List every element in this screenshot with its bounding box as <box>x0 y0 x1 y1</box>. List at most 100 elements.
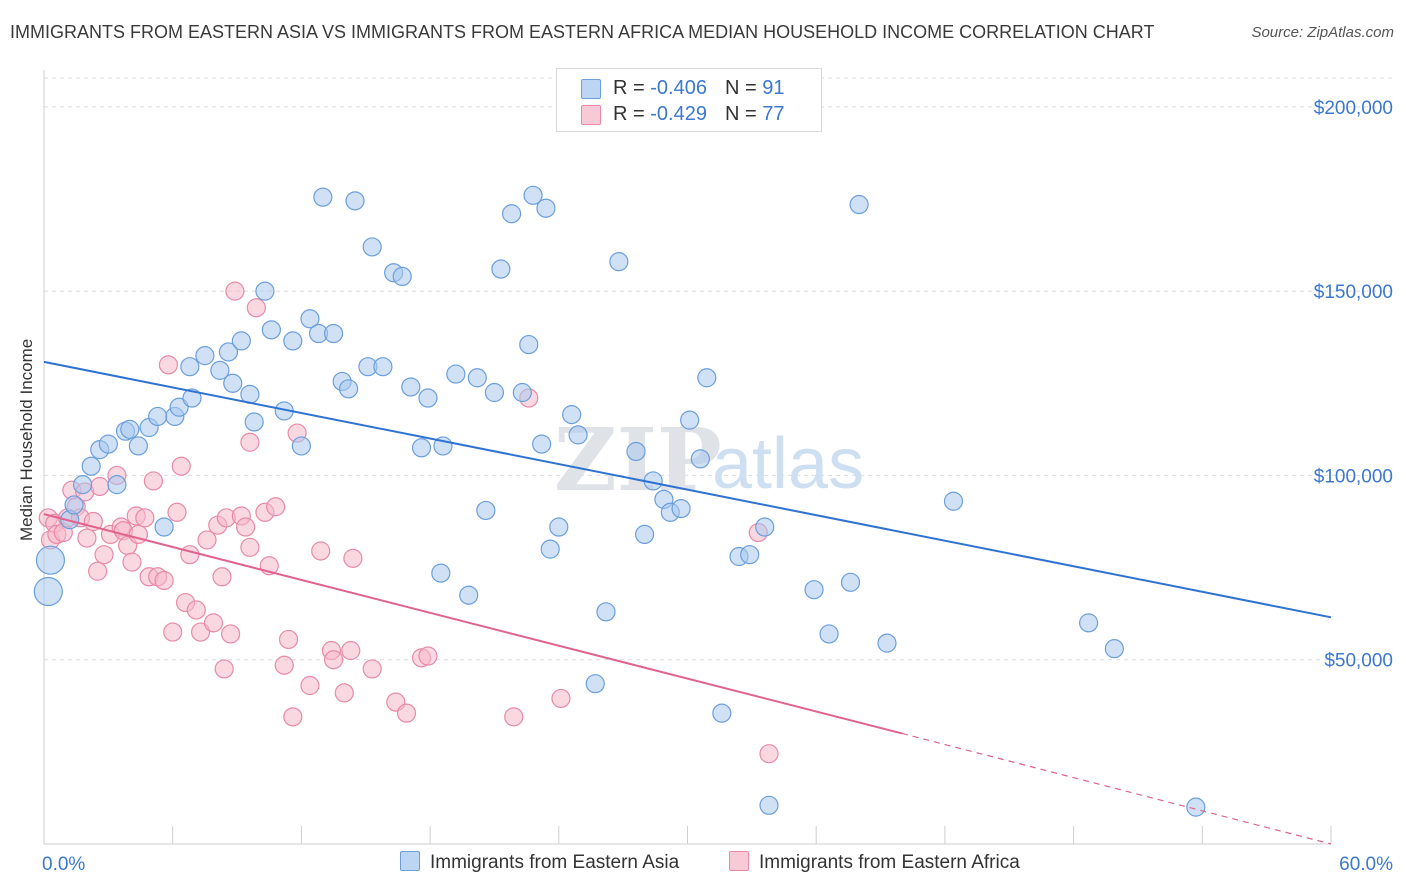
data-point <box>291 436 311 456</box>
data-point <box>240 537 260 557</box>
data-point <box>467 368 487 388</box>
data-point <box>33 576 63 607</box>
data-point <box>167 502 187 522</box>
data-point <box>261 320 281 340</box>
legend-n-label: N = <box>724 103 763 125</box>
data-point <box>690 449 710 469</box>
data-point <box>274 655 294 675</box>
data-point <box>158 355 179 375</box>
legend-r-label: R = <box>613 103 651 125</box>
data-point <box>283 331 303 351</box>
data-point <box>81 456 101 476</box>
data-point <box>154 517 174 537</box>
data-point <box>122 552 142 572</box>
data-point <box>840 572 861 592</box>
series-eastern-asia <box>33 185 1206 817</box>
bottom-legend-label-asia: Immigrants from Eastern Asia <box>430 852 680 873</box>
data-point <box>532 434 552 454</box>
data-point <box>88 561 108 581</box>
data-point <box>431 563 451 583</box>
bottom-legend-label-africa: Immigrants from Eastern Africa <box>759 852 1020 873</box>
trend-line-africa-extension <box>901 732 1332 845</box>
axes <box>43 70 1332 845</box>
legend-swatch-africa <box>581 105 601 125</box>
data-point <box>90 476 110 497</box>
x-tick-label-max: 60.0% <box>1339 854 1393 875</box>
data-point <box>313 187 333 207</box>
legend-row-asia: R = -0.406 N = 91 <box>557 75 821 101</box>
data-point <box>195 346 215 366</box>
data-point <box>283 707 303 727</box>
data-point <box>128 436 148 456</box>
trend-lines <box>43 360 1332 845</box>
data-point <box>671 499 691 519</box>
data-point <box>362 237 382 257</box>
legend-r-value: -0.429 <box>650 103 707 125</box>
data-point <box>300 675 320 696</box>
data-point <box>585 674 605 694</box>
legend-r-value: -0.406 <box>650 77 707 99</box>
legend-r-label: R = <box>613 77 651 99</box>
data-point <box>98 434 118 454</box>
data-point <box>536 198 556 218</box>
data-point <box>411 438 432 458</box>
data-point <box>804 580 824 600</box>
data-point <box>300 309 320 329</box>
data-point <box>362 659 382 679</box>
data-point <box>345 191 365 211</box>
data-point <box>171 456 191 476</box>
data-point <box>148 406 168 427</box>
data-point <box>143 471 163 491</box>
data-point <box>323 650 344 670</box>
data-point <box>180 357 200 377</box>
data-point <box>759 744 779 764</box>
data-point <box>334 683 354 703</box>
data-point <box>154 570 174 591</box>
data-point <box>135 508 155 528</box>
legend-n-value: 91 <box>762 77 785 99</box>
data-point <box>190 622 211 642</box>
data-point <box>221 624 241 644</box>
gridlines <box>44 77 1393 661</box>
data-point <box>759 795 779 815</box>
data-point <box>609 252 629 272</box>
data-point <box>214 659 234 679</box>
bottom-legend-africa: Immigrants from Eastern Africa <box>729 851 1020 877</box>
data-point <box>1079 613 1099 633</box>
data-point <box>740 545 760 565</box>
data-point <box>255 281 275 301</box>
y-tick-label: $150,000 <box>1314 282 1393 303</box>
y-axis-title: Median Household Income <box>17 338 36 541</box>
tick-labels: $50,000 $100,000 $150,000 $200,000 0.0% 60.0% <box>42 98 1393 875</box>
data-point <box>540 539 560 559</box>
legend-swatch-asia <box>581 79 601 99</box>
source-label: Source: ZipAtlas.com <box>1251 24 1394 41</box>
data-point <box>512 382 532 403</box>
data-point <box>476 500 496 521</box>
data-point <box>73 475 93 495</box>
data-point <box>519 334 539 355</box>
y-tick-label: $100,000 <box>1314 466 1393 487</box>
data-point <box>341 640 361 661</box>
legend-n-value: 77 <box>762 103 785 125</box>
data-point <box>1104 639 1124 659</box>
data-point <box>338 379 359 399</box>
data-point <box>484 382 505 403</box>
data-point <box>266 497 286 517</box>
data-point <box>77 528 97 548</box>
data-point <box>180 545 200 565</box>
data-point <box>182 388 202 408</box>
data-point <box>169 397 189 417</box>
data-point <box>203 613 224 633</box>
data-point <box>523 185 543 205</box>
data-point <box>562 405 582 425</box>
data-point <box>396 703 417 723</box>
data-point <box>236 517 256 537</box>
legend-n-label: N = <box>724 77 763 99</box>
data-point <box>311 541 331 561</box>
data-point <box>459 585 479 605</box>
data-point <box>246 298 266 318</box>
series-eastern-africa <box>38 281 779 764</box>
data-point <box>244 412 264 432</box>
